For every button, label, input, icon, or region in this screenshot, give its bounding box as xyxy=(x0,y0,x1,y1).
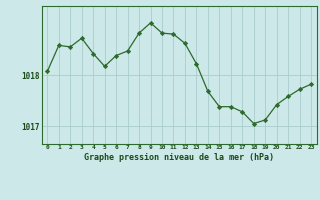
X-axis label: Graphe pression niveau de la mer (hPa): Graphe pression niveau de la mer (hPa) xyxy=(84,153,274,162)
